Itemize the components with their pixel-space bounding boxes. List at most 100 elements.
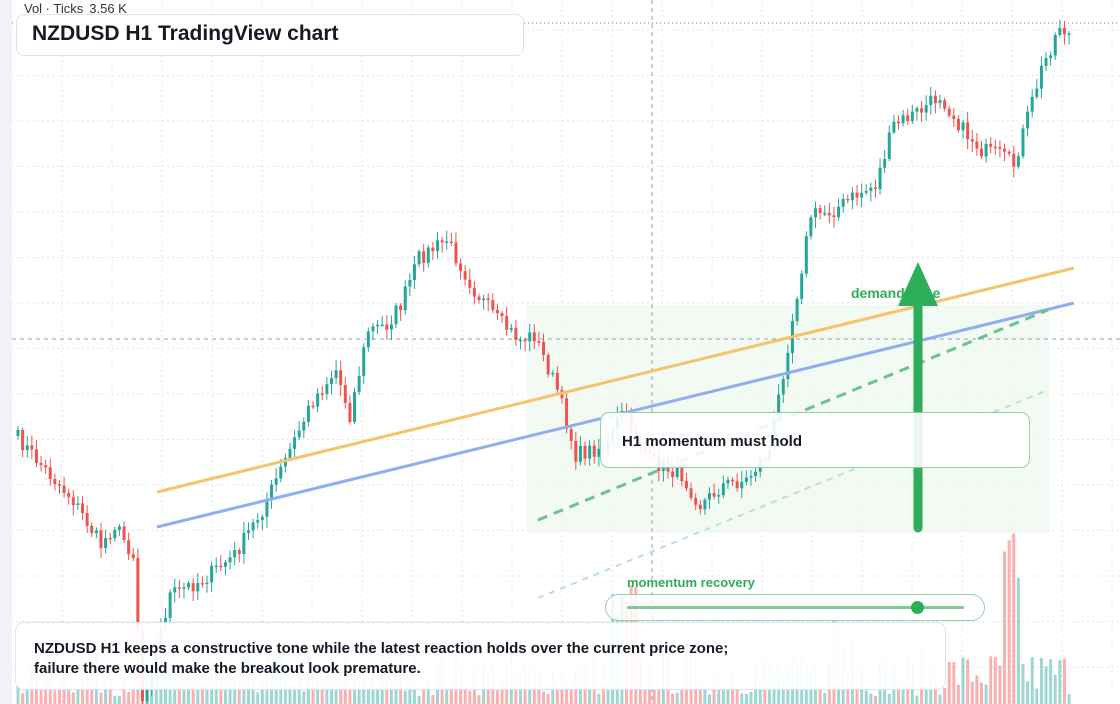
candle-body xyxy=(832,215,836,218)
candle-body xyxy=(99,530,103,548)
candle-body xyxy=(989,143,993,147)
candle-body xyxy=(108,537,112,540)
callout-text: H1 momentum must hold xyxy=(622,433,803,450)
up-arrow-head xyxy=(898,262,938,306)
candle-body xyxy=(837,206,841,218)
volume-bar xyxy=(25,685,29,704)
candle-body xyxy=(187,583,191,588)
volume-bar xyxy=(680,684,684,704)
volume-bar xyxy=(431,695,435,704)
candle-body xyxy=(302,421,306,431)
candle-body xyxy=(1053,35,1057,56)
candle-body xyxy=(1062,27,1066,35)
candle-body xyxy=(145,689,149,702)
candle-body xyxy=(67,492,71,498)
candle-body xyxy=(440,240,444,243)
candle-body xyxy=(924,105,928,113)
candle-body xyxy=(16,430,20,437)
volume-bar xyxy=(657,690,661,704)
volume-bar xyxy=(348,683,352,704)
candle-body xyxy=(196,583,200,592)
candle-body xyxy=(113,529,117,539)
candle-body xyxy=(694,497,698,505)
momentum-knob[interactable] xyxy=(910,601,924,614)
volume-bar xyxy=(869,693,873,704)
candle-body xyxy=(468,279,472,288)
candle-body xyxy=(412,264,416,281)
candle-body xyxy=(325,384,329,394)
volume-bar xyxy=(288,686,292,704)
candle-body xyxy=(555,372,559,390)
candle-body xyxy=(993,146,997,149)
candle-body xyxy=(214,565,218,568)
volume-bar xyxy=(952,662,956,704)
volume-bar xyxy=(901,677,905,704)
candle-body xyxy=(509,327,513,330)
candle-body xyxy=(569,429,573,441)
volume-value: 3.56 K xyxy=(89,1,127,16)
candle-body xyxy=(795,298,799,322)
volume-bar xyxy=(546,693,550,704)
candle-body xyxy=(984,143,988,157)
candle-body xyxy=(712,492,716,497)
volume-bar xyxy=(1030,657,1034,704)
volume-bar xyxy=(53,690,57,704)
volume-bar xyxy=(979,682,983,704)
volume-bar xyxy=(1058,660,1062,704)
candle-body xyxy=(873,187,877,190)
candle-body xyxy=(343,385,347,404)
candle-body xyxy=(915,108,919,112)
volume-bar xyxy=(1021,663,1025,704)
candle-body xyxy=(933,95,937,104)
candle-body xyxy=(288,448,292,458)
candle-body xyxy=(514,327,518,340)
volume-bar xyxy=(108,681,112,704)
candle-body xyxy=(892,121,896,133)
candle-body xyxy=(247,530,250,533)
candle-body xyxy=(25,445,29,451)
volume-bar xyxy=(735,685,739,704)
candle-body xyxy=(735,481,739,489)
volume-bar xyxy=(122,677,126,704)
candle-body xyxy=(90,525,94,534)
volume-bar xyxy=(671,693,675,704)
volume-bar xyxy=(740,693,744,704)
candle-body xyxy=(675,465,679,478)
candle-body xyxy=(565,398,569,430)
candle-body xyxy=(528,332,532,342)
volume-bar xyxy=(643,687,647,704)
volume-bar xyxy=(468,690,472,704)
volume-bar xyxy=(449,686,453,704)
volume-bar xyxy=(915,695,919,704)
candle-body xyxy=(320,393,324,395)
candle-body xyxy=(283,457,287,467)
volume-bar xyxy=(477,695,481,704)
candle-body xyxy=(293,437,297,449)
volume-bar xyxy=(956,684,960,704)
volume-bar xyxy=(726,681,730,704)
candle-body xyxy=(104,537,108,548)
volume-bar xyxy=(675,692,679,704)
volume-bar xyxy=(542,691,546,704)
volume-bar xyxy=(39,689,43,704)
candle-body xyxy=(744,477,748,482)
candle-body xyxy=(786,352,790,380)
volume-bar xyxy=(933,676,937,704)
candle-body xyxy=(1003,148,1007,152)
summary-box: NZDUSD H1 keeps a constructive tone whil… xyxy=(15,622,946,690)
candle-body xyxy=(814,208,818,218)
volume-bar xyxy=(947,662,951,704)
volume-bar xyxy=(389,680,393,704)
volume-bar xyxy=(403,690,407,704)
volume-bar xyxy=(938,694,942,704)
candle-body xyxy=(551,372,555,375)
candle-body xyxy=(463,271,467,280)
volume-bar xyxy=(855,686,859,704)
volume-bar xyxy=(302,691,306,704)
candle-body xyxy=(380,324,384,327)
candle-body xyxy=(920,108,924,113)
volume-bar xyxy=(1035,688,1039,704)
summary-text: NZDUSD H1 keeps a constructive tone whil… xyxy=(34,640,729,677)
candle-body xyxy=(975,141,979,149)
candle-body xyxy=(542,341,546,355)
